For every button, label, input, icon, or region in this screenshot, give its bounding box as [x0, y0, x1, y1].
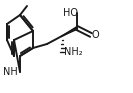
- Text: HO: HO: [63, 8, 78, 18]
- Text: NH: NH: [3, 67, 18, 77]
- Polygon shape: [62, 27, 78, 36]
- Text: NH₂: NH₂: [64, 47, 83, 57]
- Text: O: O: [92, 30, 100, 40]
